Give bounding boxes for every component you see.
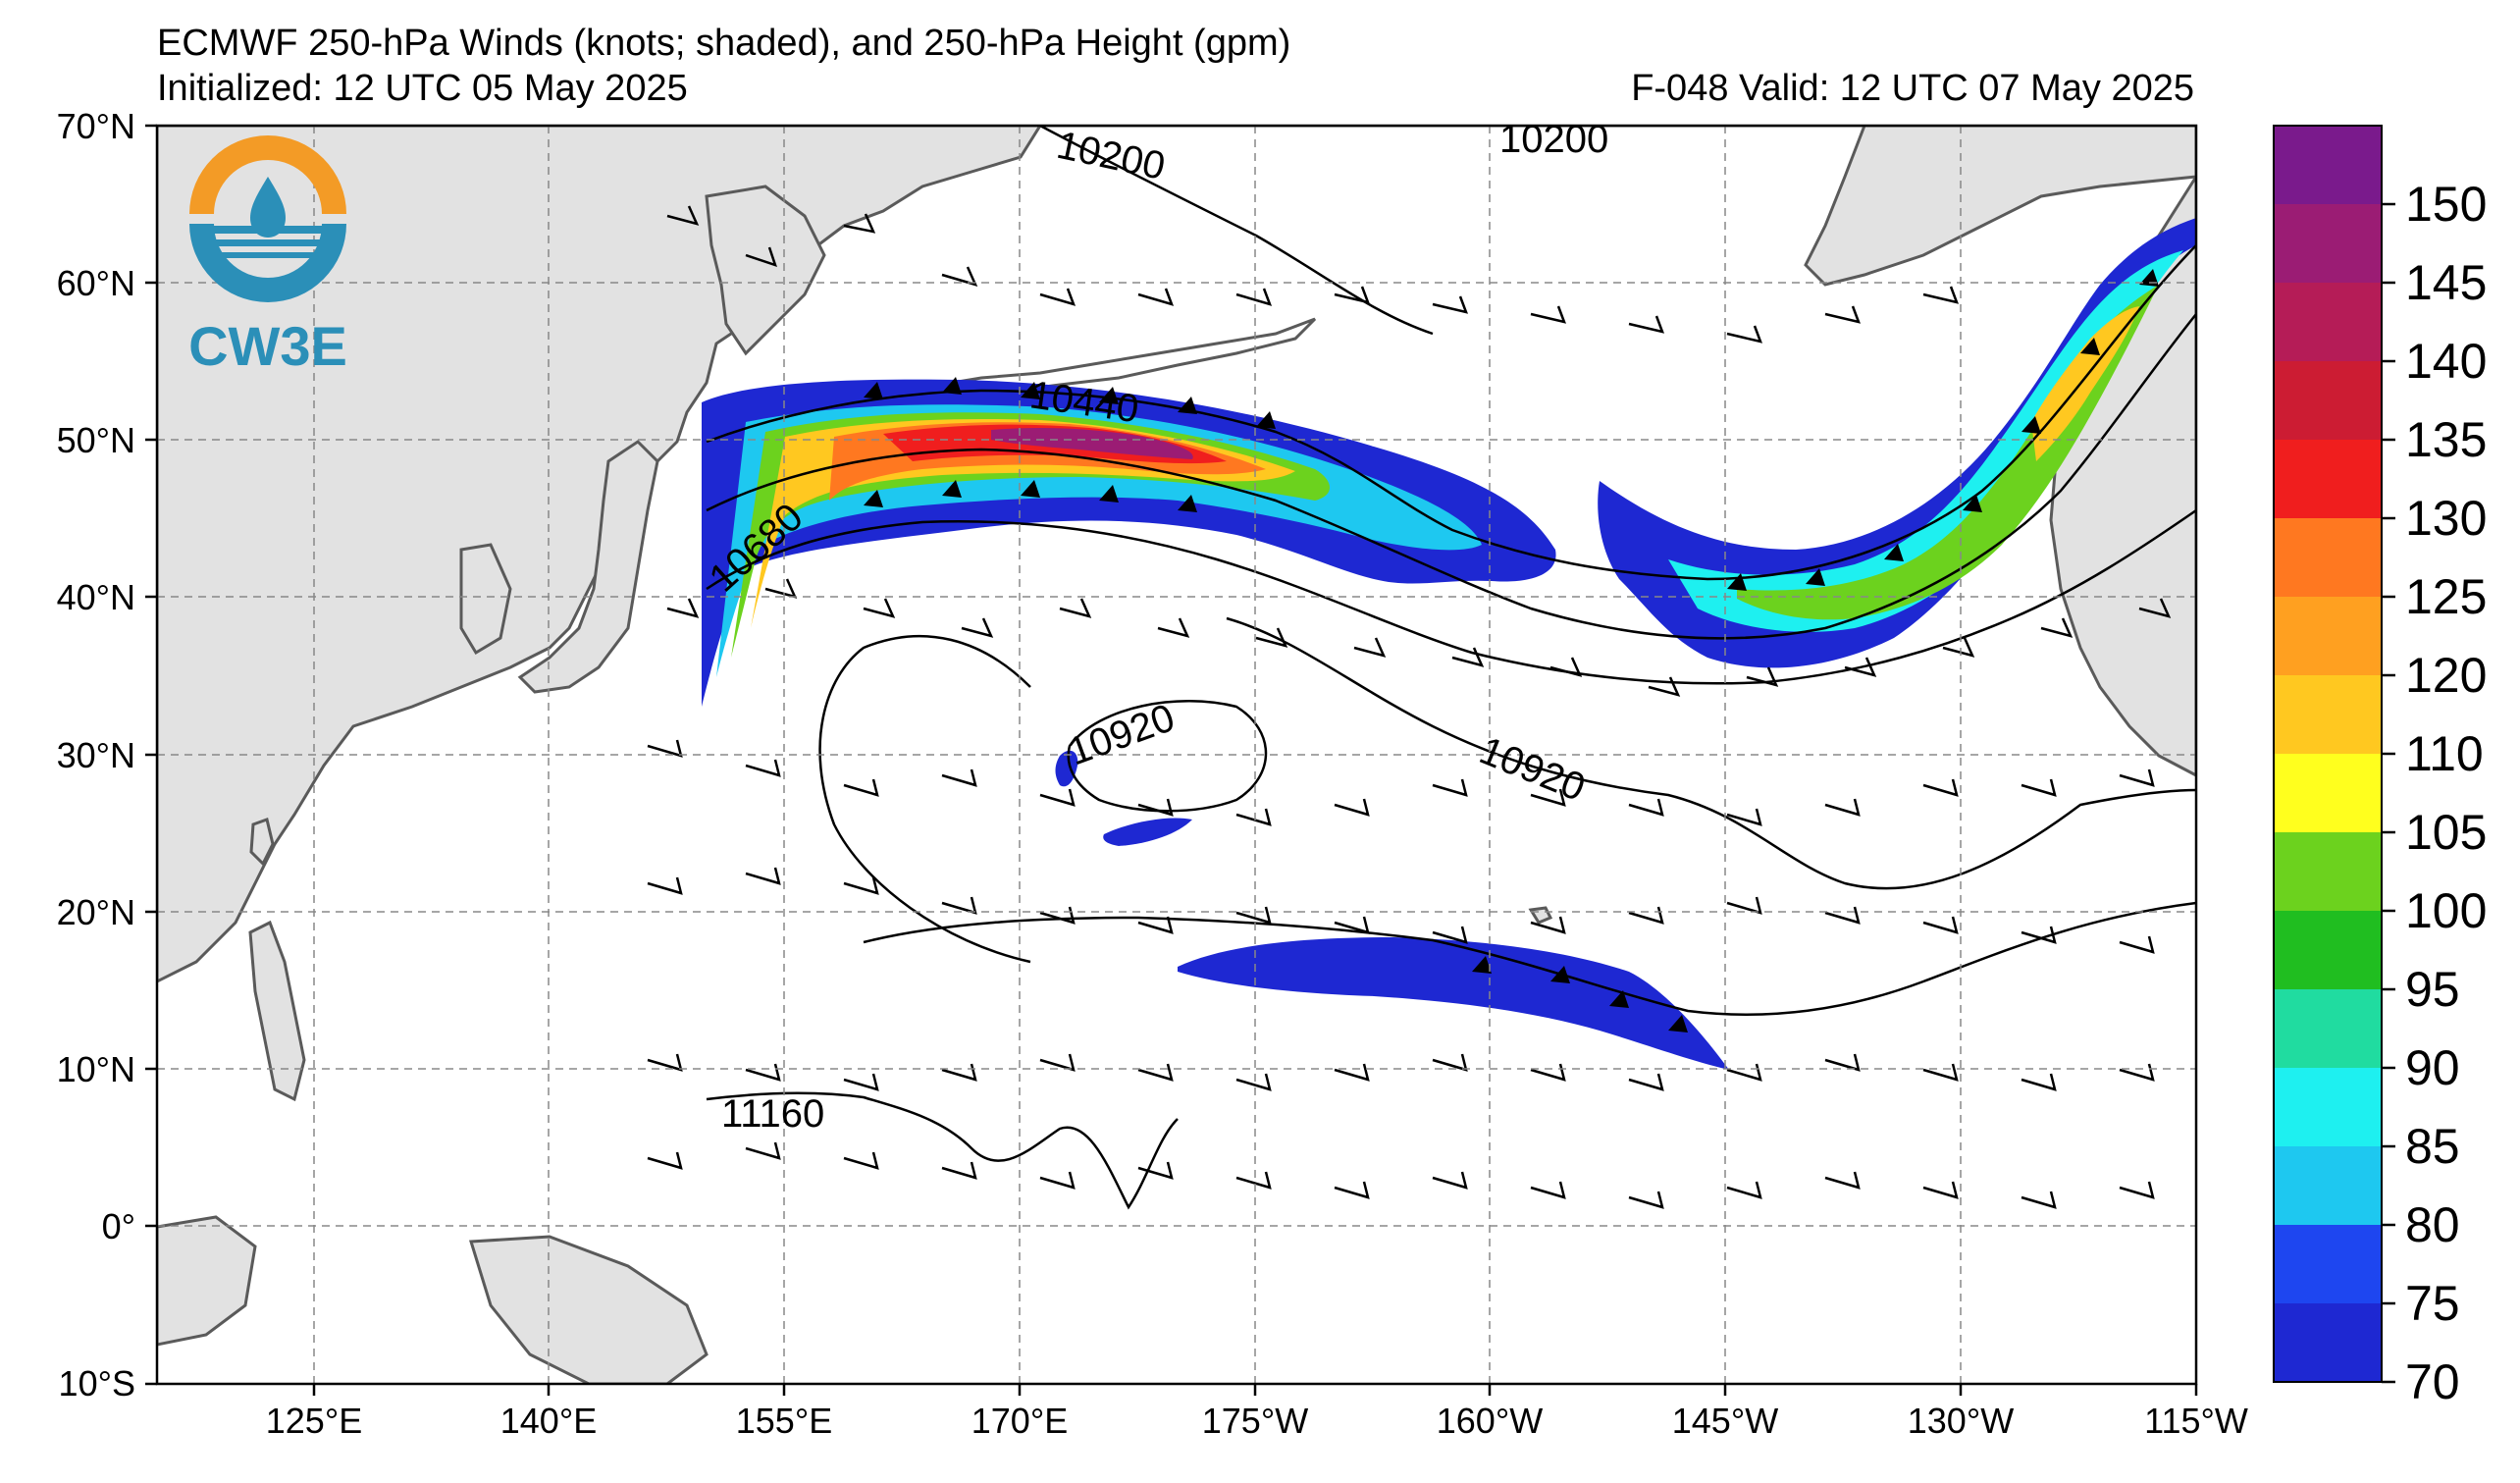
- colorbar-segment: [2274, 832, 2382, 912]
- lat-label: 50°N: [57, 420, 135, 460]
- lon-label: 115°W: [2144, 1401, 2248, 1441]
- colorbar-segment: [2274, 283, 2382, 362]
- initialized-time: Initialized: 12 UTC 05 May 2025: [157, 68, 688, 109]
- land-philippines: [248, 920, 306, 1102]
- colorbar-tick-label: 95: [2405, 962, 2460, 1017]
- wind-barbs: [647, 205, 2172, 1209]
- lon-label: 145°W: [1672, 1401, 1778, 1441]
- colorbar-segment: [2274, 597, 2382, 676]
- grid-lines: [157, 126, 2196, 1384]
- colorbar-segment: [2274, 518, 2382, 598]
- colorbar-tick-label: 120: [2405, 648, 2487, 703]
- map-plot-area: 10200 10200 10440 10680 10920 10920 1116…: [157, 118, 2196, 1384]
- colorbar-tick-label: 130: [2405, 491, 2487, 546]
- land-masses: [157, 126, 2196, 1384]
- colorbar-tick-label: 140: [2405, 334, 2487, 389]
- colorbar-tick-label: 110: [2405, 726, 2484, 781]
- longitude-axis: 125°E 140°E 155°E 170°E 175°W 160°W 145°…: [266, 1401, 2248, 1441]
- jet-west-coast-outer: [1598, 218, 2196, 668]
- lon-label: 155°E: [736, 1401, 832, 1441]
- land-korea: [459, 543, 512, 656]
- colorbar-tick-label: 105: [2405, 805, 2487, 860]
- land-taiwan: [249, 818, 275, 867]
- colorbar-tick-label: 85: [2405, 1119, 2460, 1174]
- colorbar-segment: [2274, 1146, 2382, 1226]
- colorbar-tick-label: 75: [2405, 1276, 2460, 1331]
- colorbar: [2273, 125, 2395, 1384]
- latitude-axis: 70°N 60°N 50°N 40°N 30°N 20°N 10°N 0° 10…: [57, 106, 135, 1404]
- lon-label: 125°E: [266, 1401, 362, 1441]
- land-new-guinea: [469, 1235, 709, 1384]
- contour-10200: [1039, 126, 1434, 336]
- lat-label: 20°N: [57, 892, 135, 932]
- colorbar-labels: 150 145 140 135 130 125 120 110 105 100 95 90 85 80 75…: [2405, 177, 2487, 1409]
- wind-barb-flags: [864, 269, 2159, 1033]
- lat-label: 70°N: [57, 106, 135, 146]
- contour-label: 11160: [721, 1092, 824, 1136]
- latitude-ticks: [145, 124, 157, 1386]
- jet-small-patch-1: [1055, 750, 1078, 787]
- colorbar-tick-label: 70: [2405, 1354, 2460, 1409]
- colorbar-segment: [2274, 361, 2382, 441]
- jet-north-pacific-core: [991, 428, 1193, 459]
- lat-label: 40°N: [57, 577, 135, 617]
- jet-subtropical: [1178, 937, 1729, 1070]
- colorbar-segment: [2274, 911, 2382, 990]
- cw3e-logo: CW3E: [188, 135, 347, 377]
- contour-10920-loop: [1067, 700, 1268, 813]
- lon-label: 160°W: [1437, 1401, 1543, 1441]
- map-title: ECMWF 250-hPa Winds (knots; shaded), and…: [157, 23, 1291, 64]
- colorbar-segment: [2274, 126, 2382, 205]
- colorbar-segment: [2274, 204, 2382, 284]
- contour-11160: [706, 1091, 1179, 1210]
- land-japan: [517, 440, 659, 694]
- colorbar-tick-label: 125: [2405, 569, 2487, 624]
- lat-label: 0°: [102, 1206, 135, 1246]
- colorbar-tick-label: 100: [2405, 883, 2487, 938]
- contour-10920-east: [1226, 616, 2196, 890]
- contour-10560: [706, 313, 2196, 640]
- colorbar-tick-label: 135: [2405, 412, 2487, 467]
- colorbar-tick-label: 145: [2405, 255, 2487, 310]
- colorbar-tick-label: 150: [2405, 177, 2487, 232]
- colorbar-segment: [2274, 1303, 2382, 1383]
- colorbar-segment: [2274, 440, 2382, 519]
- contour-10920-west: [818, 634, 1031, 964]
- lat-label: 10°S: [59, 1363, 135, 1404]
- colorbar-segment: [2274, 989, 2382, 1069]
- contour-10680: [706, 508, 2196, 685]
- logo-text: CW3E: [188, 315, 347, 377]
- lon-label: 140°E: [500, 1401, 597, 1441]
- colorbar-segment: [2274, 1068, 2382, 1147]
- lat-label: 60°N: [57, 263, 135, 303]
- contour-10440: [706, 244, 2196, 581]
- land-alaska: [1040, 126, 2196, 287]
- colorbar-segment: [2274, 675, 2382, 755]
- colorbar-tick-label: 80: [2405, 1197, 2460, 1252]
- lat-label: 10°N: [57, 1049, 135, 1089]
- lat-label: 30°N: [57, 735, 135, 775]
- lon-label: 175°W: [1202, 1401, 1308, 1441]
- valid-time: F-048 Valid: 12 UTC 07 May 2025: [1631, 68, 2194, 109]
- longitude-ticks: [312, 1384, 2198, 1396]
- land-borneo: [157, 1215, 257, 1347]
- jet-small-patch-2: [1103, 818, 1192, 846]
- colorbar-tick-label: 90: [2405, 1040, 2460, 1095]
- colorbar-segment: [2274, 1225, 2382, 1304]
- contour-label: 10200: [1499, 118, 1608, 161]
- water-drop-icon: [250, 177, 286, 238]
- land-kamchatka: [705, 185, 826, 356]
- lon-label: 130°W: [1908, 1401, 2014, 1441]
- lon-label: 170°E: [971, 1401, 1068, 1441]
- colorbar-segment: [2274, 754, 2382, 833]
